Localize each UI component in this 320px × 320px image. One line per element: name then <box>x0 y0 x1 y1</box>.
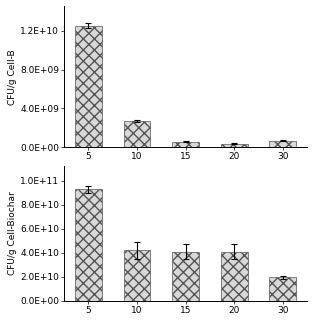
Y-axis label: CFU/g Cell-B: CFU/g Cell-B <box>8 49 17 105</box>
Bar <box>221 252 248 301</box>
Bar <box>75 26 102 147</box>
Bar <box>269 141 296 147</box>
Bar <box>124 121 150 147</box>
Bar <box>269 277 296 301</box>
Bar <box>124 250 150 301</box>
Bar <box>221 143 248 147</box>
Y-axis label: CFU/g Cell-Biochar: CFU/g Cell-Biochar <box>8 192 17 276</box>
Text: (a): (a) <box>176 200 196 213</box>
Bar <box>172 252 199 301</box>
Bar <box>172 142 199 147</box>
X-axis label: Biochar dosage (gL-1): Biochar dosage (gL-1) <box>136 167 235 176</box>
Bar <box>75 189 102 301</box>
